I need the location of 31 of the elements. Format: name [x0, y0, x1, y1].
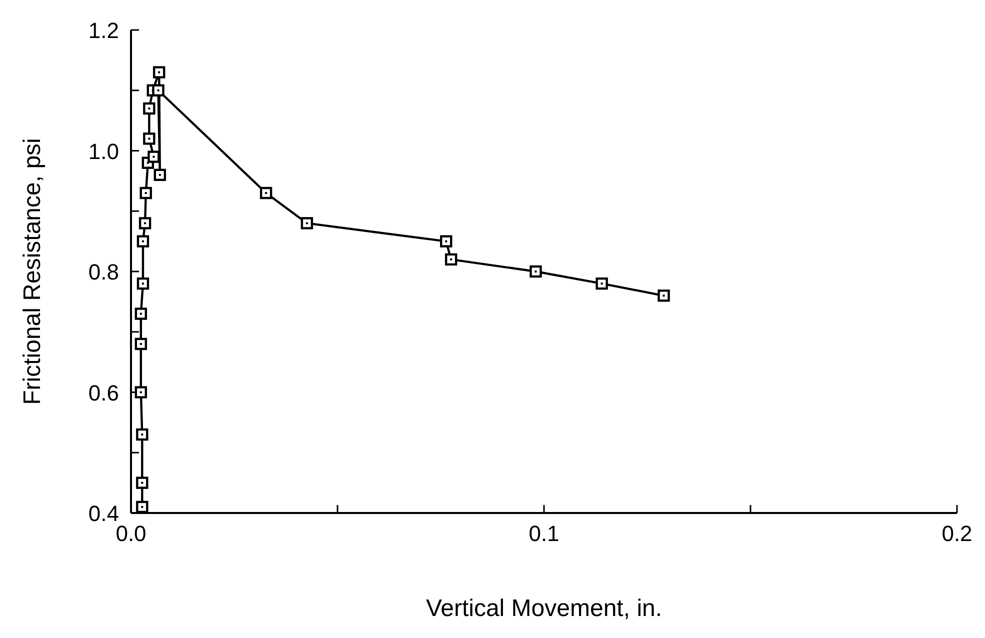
point	[152, 66, 166, 78]
point	[530, 265, 542, 278]
point	[134, 338, 148, 350]
x-tick-label: 0.1	[528, 521, 560, 546]
point	[136, 277, 150, 290]
y-tick-label: 1.0	[88, 138, 119, 164]
point	[134, 386, 148, 398]
point	[440, 235, 452, 248]
point	[136, 235, 150, 248]
y-axis-title: Frictional Resistance, psi	[19, 138, 46, 405]
x-tick-label: 0.2	[942, 521, 972, 546]
point	[143, 102, 156, 115]
point	[658, 290, 670, 302]
point	[596, 277, 608, 290]
point	[260, 186, 272, 200]
y-tick-label: 0.6	[88, 380, 119, 406]
point	[143, 132, 156, 145]
point	[138, 217, 152, 230]
point	[134, 308, 148, 320]
point	[444, 253, 458, 266]
y-tick-label: 0.8	[88, 260, 119, 284]
y-tick-label: 1.2	[88, 18, 119, 43]
point	[152, 84, 164, 96]
point	[140, 186, 152, 200]
point	[300, 217, 314, 230]
point	[154, 168, 166, 181]
point	[148, 150, 160, 163]
x-axis-title: Vertical Movement, in.	[426, 595, 662, 622]
point	[136, 428, 148, 441]
point	[136, 500, 148, 514]
point	[136, 476, 148, 489]
